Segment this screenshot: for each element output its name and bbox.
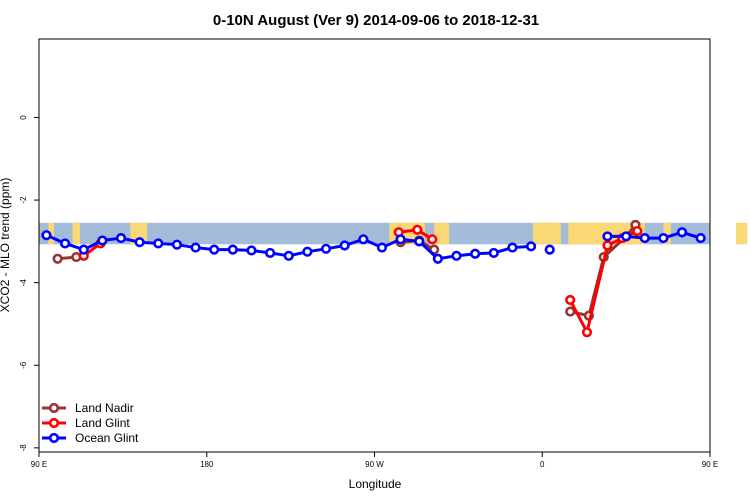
ocean-glint-point [358, 234, 369, 245]
legend-swatch-marker [48, 432, 60, 444]
ocean-glint-point [78, 244, 89, 255]
ocean-glint-point [59, 238, 71, 249]
ocean-glint-point [602, 231, 613, 242]
legend-item-land-nadir: Land Nadir [42, 401, 134, 415]
y-axis-label: XCO2 - MLO trend (ppm) [0, 178, 12, 313]
ocean-glint-point [451, 250, 462, 261]
ocean-glint-point [320, 243, 332, 254]
x-tick-label: 90 E [31, 460, 47, 469]
ocean-glint-point [209, 244, 220, 255]
land-patch [736, 222, 748, 245]
land-patch [72, 222, 81, 245]
y-tick-label: 0 [19, 115, 28, 120]
ocean-glint-point [414, 236, 425, 247]
land-glint-point [581, 327, 593, 338]
land-patch [547, 222, 561, 245]
ocean-glint-point [639, 232, 650, 244]
ocean-glint-point [544, 244, 555, 255]
land-glint-point [565, 294, 576, 306]
ocean-glint-point [190, 242, 201, 253]
series-layer [41, 219, 706, 338]
ocean-glint-point [507, 242, 518, 253]
ocean-glint-point [302, 246, 313, 257]
ocean-glint-point [432, 253, 443, 264]
land-patch [532, 222, 548, 245]
axes: 0-2-4-6-890 E 180 90 W 0 90 E [19, 38, 718, 469]
land-nadir-point [565, 306, 576, 317]
land-glint-point [602, 240, 613, 251]
ocean-glint-point [621, 231, 632, 242]
ocean-glint-point [227, 244, 238, 255]
legend-swatch-marker [48, 417, 60, 429]
land-glint-point [427, 234, 438, 245]
legend-label: Land Glint [75, 416, 130, 430]
ocean-glint-point [658, 232, 669, 244]
ocean-glint-point [676, 227, 688, 238]
legend-item-land-glint: Land Glint [42, 416, 130, 430]
land-glint-point [412, 224, 423, 235]
ocean-glint-point [153, 238, 164, 249]
legend-swatch-marker [48, 402, 60, 414]
ocean-glint-point [376, 242, 388, 253]
ocean-glint-point [695, 232, 706, 244]
legend-item-ocean-glint: Ocean Glint [42, 431, 139, 445]
ocean-glint-point [339, 240, 350, 251]
x-tick-label: 90 W [365, 460, 384, 469]
ocean-glint-point [470, 248, 481, 259]
land-patch [568, 222, 628, 245]
ocean-glint-point [525, 241, 537, 252]
ocean-glint-point [265, 247, 276, 259]
land-glint-point [632, 225, 643, 237]
land-patch [663, 222, 671, 245]
series-ocean-glint [41, 227, 706, 264]
x-tick-label: 0 [540, 460, 545, 469]
ocean-glint-point [41, 230, 52, 241]
ocean-glint-point [395, 234, 406, 245]
legend-label: Ocean Glint [75, 431, 139, 445]
land-nadir-point [52, 253, 63, 264]
legend-label: Land Nadir [75, 401, 134, 415]
y-tick-label: -6 [19, 361, 28, 369]
y-tick-label: -2 [19, 196, 28, 204]
ocean-glint-point [283, 250, 294, 261]
x-tick-label: 90 E [702, 460, 718, 469]
ocean-glint-point [97, 235, 108, 246]
ocean-glint-point [488, 247, 499, 259]
x-tick-label: 180 [200, 460, 214, 469]
chart-title: 0-10N August (Ver 9) 2014-09-06 to 2018-… [213, 12, 539, 29]
ocean-glint-point [171, 239, 183, 250]
land-patch [434, 222, 450, 245]
ocean-glint-point [246, 245, 257, 256]
ocean-glint-point [134, 237, 145, 248]
y-tick-label: -8 [19, 444, 28, 452]
ocean-glint-point [115, 232, 127, 244]
x-axis-label: Longitude [349, 477, 402, 491]
y-tick-label: -4 [19, 279, 28, 287]
